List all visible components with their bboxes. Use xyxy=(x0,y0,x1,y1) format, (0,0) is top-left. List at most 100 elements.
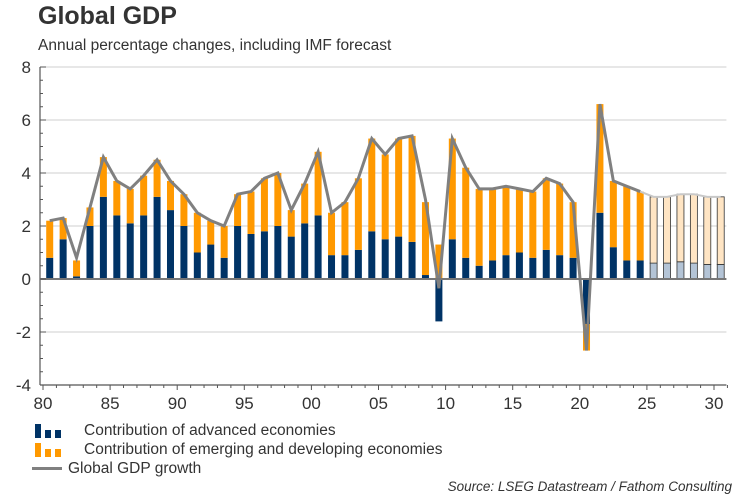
chart-plot: -4 -2 0 2 4 6 8 80 85 90 95 00 05 10 15 20 25 30 xyxy=(16,58,728,413)
bar-emerging xyxy=(153,159,161,197)
legend-item-growth: Global GDP growth xyxy=(32,459,442,478)
bar-advanced xyxy=(636,260,644,279)
bar-advanced xyxy=(328,255,336,279)
bar-emerging xyxy=(354,178,362,250)
bar-emerging xyxy=(207,220,215,245)
bar-emerging xyxy=(260,178,268,232)
bar-emerging xyxy=(86,207,94,226)
x-tick-labels: 80 85 90 95 00 05 10 15 20 25 30 xyxy=(34,394,724,413)
bar-advanced xyxy=(140,215,148,279)
bar-emerging xyxy=(596,104,604,213)
growth-line xyxy=(49,103,641,351)
bar-advanced xyxy=(448,239,456,279)
growth-line-swatch-icon xyxy=(32,467,62,470)
bar-emerging xyxy=(609,180,617,248)
bar-emerging xyxy=(542,178,550,250)
bar-advanced xyxy=(180,226,188,279)
bar-emerging xyxy=(166,180,174,211)
bar-advanced xyxy=(663,262,671,280)
x-tick-label: 30 xyxy=(705,394,724,413)
bar-advanced xyxy=(556,255,564,279)
bar-emerging xyxy=(448,138,456,240)
bar-advanced xyxy=(59,239,67,279)
bar-advanced xyxy=(462,257,470,279)
y-tick-label: 0 xyxy=(22,270,31,289)
bar-advanced xyxy=(421,275,429,279)
bar-emerging xyxy=(140,175,148,216)
y-tick-label: -4 xyxy=(16,376,31,395)
legend-label-advanced: Contribution of advanced economies xyxy=(84,421,336,439)
bar-emerging xyxy=(247,191,255,234)
bar-advanced xyxy=(73,276,81,279)
bar-emerging xyxy=(368,138,376,232)
bar-advanced xyxy=(354,249,362,279)
source-note: Source: LSEG Datastream / Fathom Consult… xyxy=(447,479,732,494)
bar-emerging xyxy=(689,193,698,264)
bar-advanced xyxy=(153,196,161,279)
bar-emerging xyxy=(381,154,389,240)
bar-emerging xyxy=(623,186,631,261)
bar-advanced xyxy=(381,239,389,279)
bar-advanced xyxy=(368,231,376,279)
bar-advanced xyxy=(502,255,510,279)
bar-emerging xyxy=(636,191,644,261)
bar-advanced xyxy=(126,223,134,279)
chart-subtitle: Annual percentage changes, including IMF… xyxy=(38,37,392,54)
bar-advanced xyxy=(395,236,403,279)
bar-advanced xyxy=(623,260,631,279)
bar-advanced xyxy=(583,279,591,325)
bar-emerging xyxy=(234,194,242,226)
chart-title: Global GDP xyxy=(38,2,177,30)
bar-emerging xyxy=(569,202,577,258)
bar-advanced xyxy=(435,279,443,322)
bar-advanced xyxy=(596,212,604,279)
bar-emerging xyxy=(314,151,322,216)
bar-emerging xyxy=(99,157,107,197)
bar-emerging xyxy=(489,188,497,261)
x-tick-label: 00 xyxy=(302,394,321,413)
bar-advanced xyxy=(193,252,201,279)
bar-advanced xyxy=(489,260,497,279)
legend-label-growth: Global GDP growth xyxy=(68,459,202,477)
bar-emerging xyxy=(663,196,671,264)
bar-advanced xyxy=(301,223,309,279)
axes xyxy=(39,66,728,390)
advanced-swatch-icon xyxy=(32,423,84,438)
x-tick-label: 25 xyxy=(637,394,656,413)
bar-emerging xyxy=(287,210,295,237)
bar-emerging xyxy=(515,188,523,253)
bar-advanced xyxy=(609,247,617,279)
emerging-swatch-icon xyxy=(32,442,84,457)
bar-emerging xyxy=(462,167,470,258)
bar-emerging xyxy=(421,202,429,276)
bar-emerging xyxy=(220,226,228,258)
bar-advanced xyxy=(515,252,523,279)
bar-advanced xyxy=(46,257,54,279)
legend: Contribution of advanced economies Contr… xyxy=(32,421,442,478)
bar-emerging xyxy=(529,191,537,258)
y-tick-label: -2 xyxy=(16,323,31,342)
bar-advanced xyxy=(341,255,349,279)
bar-emerging xyxy=(395,138,403,237)
bar-emerging xyxy=(435,244,443,279)
y-tick-label: 2 xyxy=(22,217,31,236)
bar-emerging xyxy=(341,202,349,256)
bar-advanced xyxy=(287,236,295,279)
bar-advanced xyxy=(649,262,658,280)
bar-emerging xyxy=(502,186,510,256)
bar-emerging xyxy=(716,196,725,265)
y-tick-label: 6 xyxy=(22,111,31,130)
x-tick-label: 95 xyxy=(235,394,254,413)
bar-emerging xyxy=(126,188,134,224)
bar-emerging xyxy=(46,220,54,258)
bar-emerging xyxy=(73,260,81,277)
bar-emerging xyxy=(649,196,658,264)
bar-emerging xyxy=(328,212,336,256)
y-tick-labels: -4 -2 0 2 4 6 8 xyxy=(16,58,31,395)
bar-advanced xyxy=(716,264,725,280)
y-tick-label: 8 xyxy=(22,58,31,77)
bar-advanced xyxy=(703,264,712,280)
bar-advanced xyxy=(542,249,550,279)
x-tick-label: 80 xyxy=(34,394,53,413)
x-tick-label: 10 xyxy=(436,394,455,413)
